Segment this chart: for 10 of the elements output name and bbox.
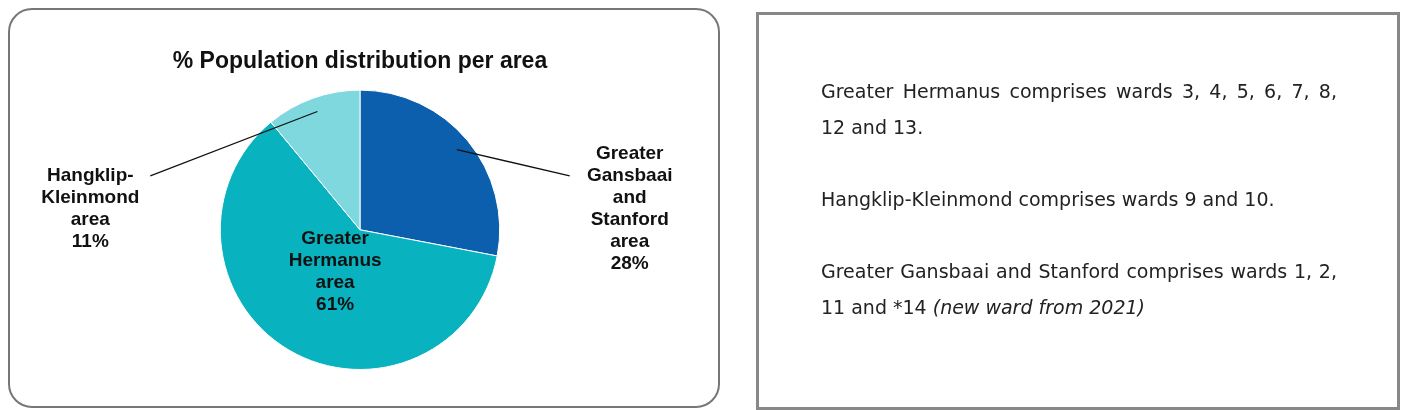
slice-label: Hangklip-Kleinmond area bbox=[41, 164, 140, 230]
chart-title: % Population distribution per area bbox=[172, 47, 548, 74]
text: Hangklip-Kleinmond comprises wards 9 and 10. bbox=[821, 188, 1275, 210]
slice-label: Greater Gansbaai and Stanford area bbox=[586, 142, 673, 252]
text: Greater Hermanus comprises wards 3, 4, 5, 6, 7, 8, 12 and 13. bbox=[821, 80, 1337, 138]
data-label: 61% bbox=[316, 293, 355, 315]
text: Greater Gansbaai and Stanford comprises wards 1, 2, 11 and *14 (new ward from 2021) bbox=[821, 260, 1337, 318]
slice-label: Greater Hermanus area bbox=[288, 227, 382, 293]
data-label: 28% bbox=[610, 252, 649, 274]
data-label: 11% bbox=[71, 230, 109, 252]
